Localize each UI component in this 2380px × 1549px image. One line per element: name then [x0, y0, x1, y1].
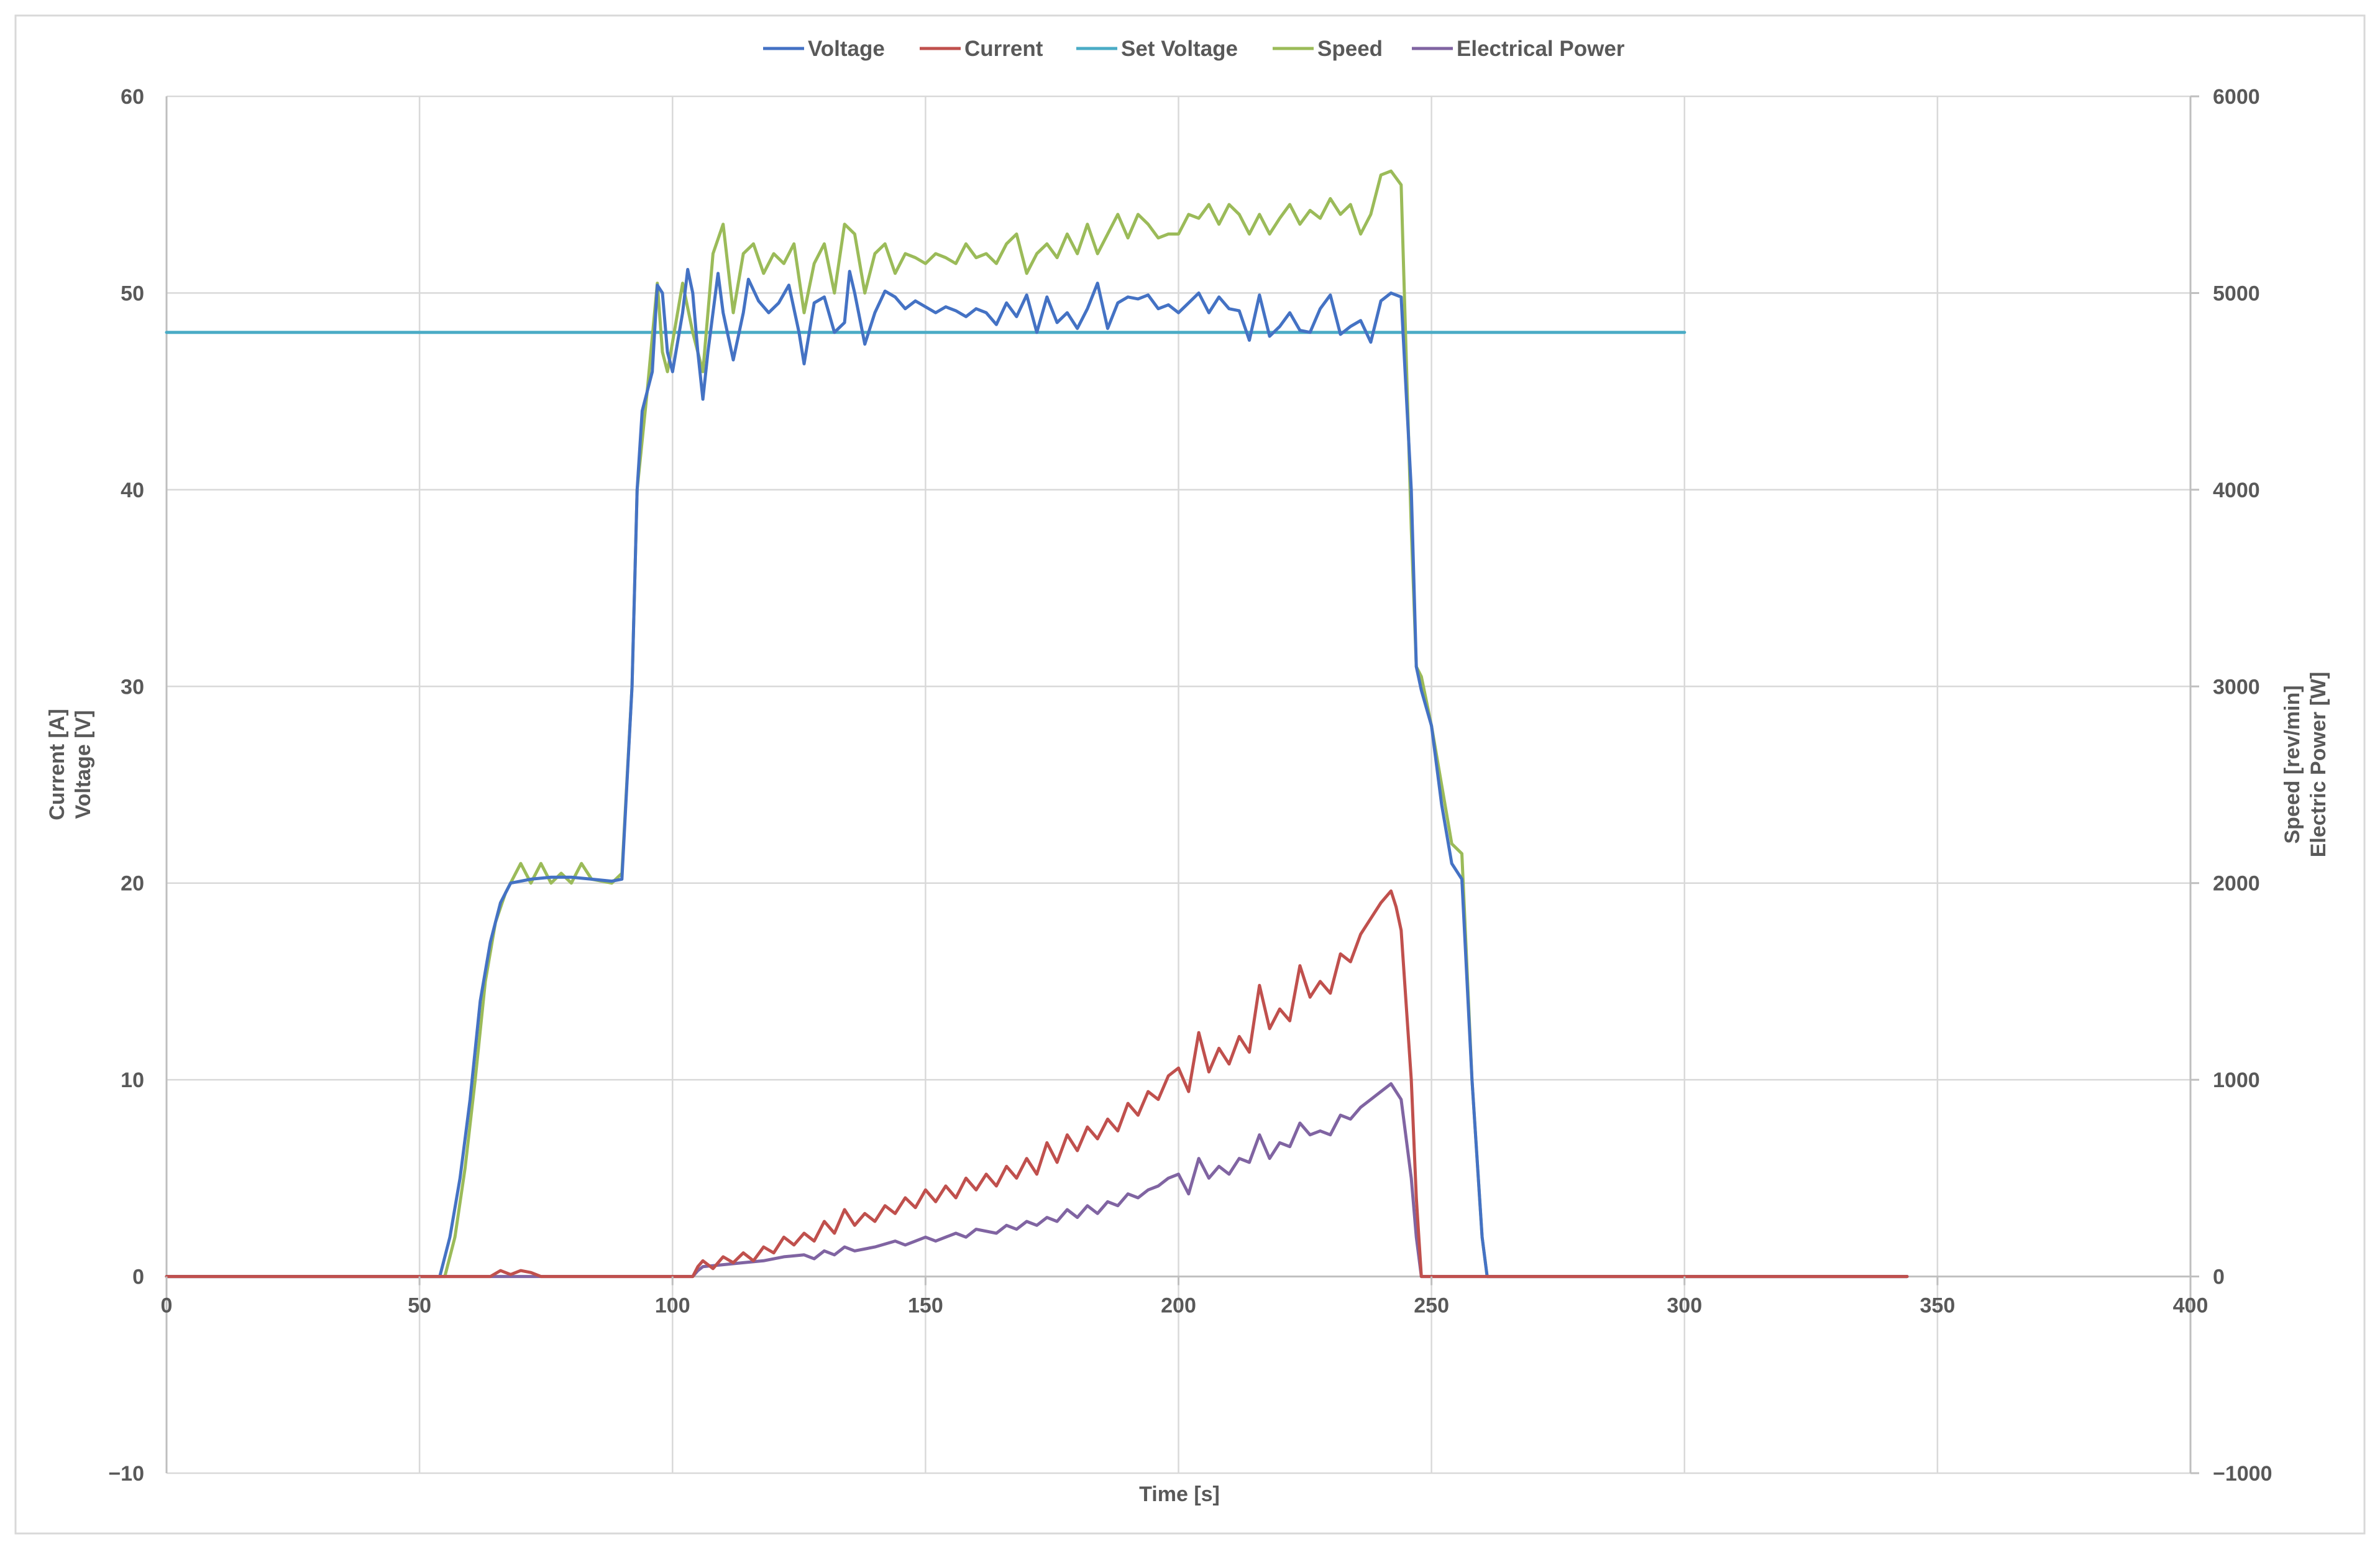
right-tick-label: −1000 [2213, 1462, 2272, 1486]
left-axis-title-line-2: Voltage [V] [71, 710, 95, 819]
left-tick-label: 10 [121, 1069, 144, 1092]
x-tick-label: 300 [1667, 1294, 1702, 1318]
right-tick-label: 5000 [2213, 282, 2260, 305]
right-axis-title-line-1: Speed [rev/min] [2281, 685, 2304, 843]
right-tick-label: 6000 [2213, 85, 2260, 109]
x-tick-label: 250 [1414, 1294, 1449, 1318]
right-axis-title-line-2: Electric Power [W] [2307, 672, 2330, 858]
legend-label-set-voltage: Set Voltage [1121, 37, 1238, 61]
x-tick-label: 0 [161, 1294, 173, 1318]
right-tick-label: 2000 [2213, 872, 2260, 896]
series-line-current [165, 889, 1909, 1279]
series-line-voltage [165, 268, 1909, 1279]
x-tick-label: 150 [908, 1294, 943, 1318]
left-axis-ticks: −10 0 10 20 30 40 50 60 [108, 85, 144, 1486]
x-tick-label: 400 [2173, 1294, 2208, 1318]
left-tick-label: −10 [108, 1462, 144, 1486]
chart-border [14, 14, 2366, 1535]
legend-label-current: Current [964, 37, 1043, 61]
left-tick-label: 40 [121, 479, 144, 502]
right-tick-label: 1000 [2213, 1069, 2260, 1092]
right-axis-title: Speed [rev/min] Electric Power [W] [2281, 672, 2330, 858]
left-axis-title-line-1: Current [A] [45, 709, 69, 820]
x-tick-label: 50 [408, 1294, 431, 1318]
left-tick-label: 60 [121, 85, 144, 109]
left-tick-label: 30 [121, 675, 144, 699]
x-tick-label: 100 [655, 1294, 690, 1318]
right-tick-label: 4000 [2213, 479, 2260, 502]
series-lines [165, 169, 1909, 1279]
right-axis-ticks: −1000 0 1000 2000 3000 4000 5000 6000 [2190, 85, 2272, 1486]
legend-label-electrical-power: Electrical Power [1457, 37, 1625, 61]
left-tick-label: 50 [121, 282, 144, 305]
x-axis-ticks: 0 50 100 150 200 250 300 350 400 [161, 1276, 2208, 1318]
right-tick-label: 3000 [2213, 675, 2260, 699]
right-tick-label: 0 [2213, 1266, 2225, 1289]
x-tick-label: 350 [1920, 1294, 1956, 1318]
legend: Voltage Current Set Voltage Speed Electrical… [763, 37, 1625, 61]
x-axis-title: Time [s] [1139, 1482, 1220, 1506]
left-tick-label: 0 [132, 1266, 144, 1289]
x-tick-label: 200 [1161, 1294, 1196, 1318]
left-axis-title: Current [A] Voltage [V] [45, 709, 95, 820]
left-tick-label: 20 [121, 872, 144, 896]
legend-label-voltage: Voltage [808, 37, 885, 61]
legend-label-speed: Speed [1317, 37, 1383, 61]
series-line-electrical-power [165, 1082, 1909, 1279]
